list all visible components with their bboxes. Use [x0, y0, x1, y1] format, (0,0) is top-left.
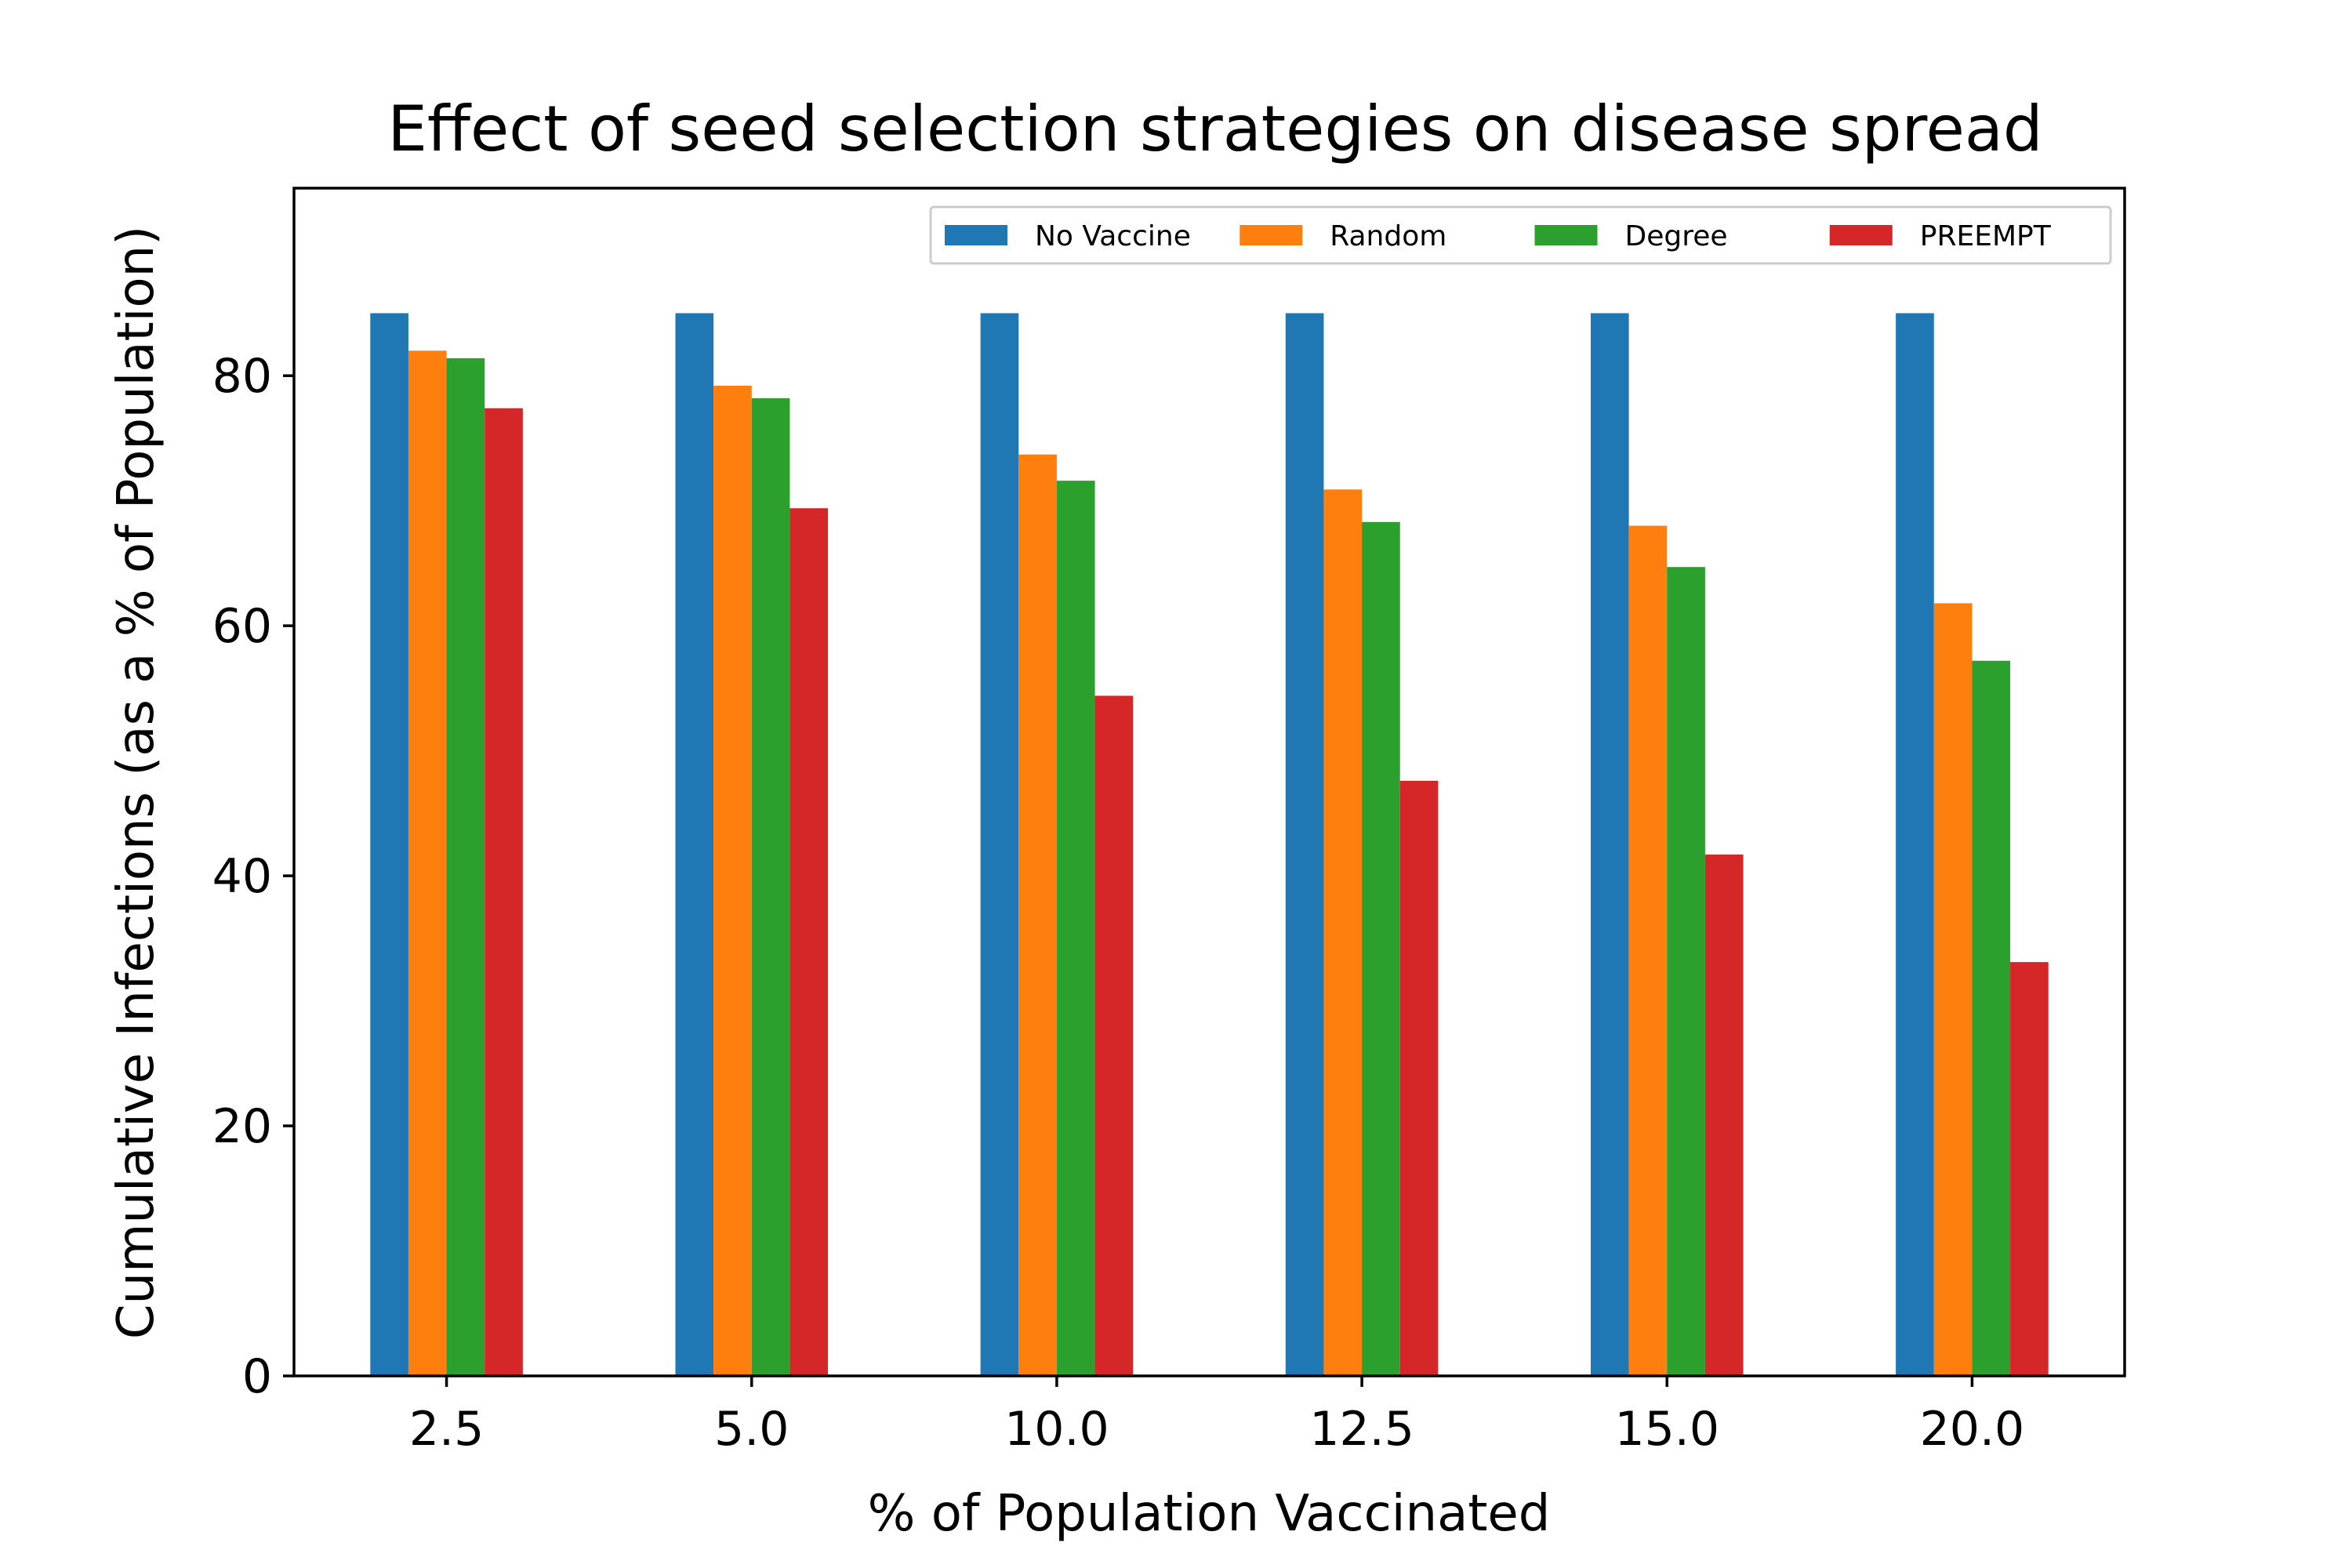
legend-label: Random [1330, 220, 1446, 252]
bar-degree-12.5 [1362, 521, 1400, 1376]
bar-degree-20.0 [1972, 660, 2011, 1376]
bar-random-10.0 [1018, 454, 1057, 1377]
bar-no-vaccine-5.0 [675, 313, 714, 1377]
legend-frame [929, 205, 2112, 265]
bar-random-2.5 [408, 350, 447, 1376]
x-tick-label: 10.0 [1004, 1402, 1109, 1457]
bar-no-vaccine-12.5 [1285, 313, 1324, 1377]
bar-random-20.0 [1933, 603, 1973, 1376]
bar-preempt-20.0 [2010, 962, 2049, 1376]
legend-label: Degree [1625, 220, 1728, 252]
bar-degree-5.0 [751, 397, 790, 1376]
bar-random-5.0 [713, 385, 752, 1377]
legend-swatch-no-vaccine [945, 225, 1007, 245]
x-axis-ticks: 2.5 5.0 10.0 12.5 15.0 20.0 [409, 1376, 2024, 1457]
legend-swatch-random [1240, 225, 1303, 245]
x-axis-label: % of Population Vaccinated [868, 1485, 1551, 1543]
chart-title: Effect of seed selection strategies on d… [387, 93, 2042, 165]
x-tick-label: 20.0 [1920, 1402, 2025, 1457]
y-tick-label: 80 [212, 349, 272, 404]
bar-degree-2.5 [446, 358, 485, 1376]
bar-preempt-2.5 [485, 408, 523, 1377]
bar-no-vaccine-20.0 [1896, 313, 1934, 1377]
y-tick-label: 20 [212, 1099, 272, 1154]
bar-preempt-10.0 [1094, 695, 1134, 1376]
bar-random-12.5 [1323, 489, 1363, 1376]
bar-random-15.0 [1628, 525, 1668, 1376]
bar-degree-10.0 [1056, 481, 1095, 1377]
y-tick-label: 40 [212, 849, 272, 904]
x-tick-label: 12.5 [1309, 1402, 1414, 1457]
legend-label: No Vaccine [1035, 220, 1191, 252]
legend-label: PREEMPT [1920, 220, 2052, 252]
legend-swatch-degree [1534, 225, 1598, 245]
y-axis-label: Cumulative Infections (as a % of Populat… [107, 226, 165, 1339]
legend-swatch-preempt [1829, 225, 1893, 245]
y-tick-label: 0 [242, 1349, 272, 1404]
bar-preempt-15.0 [1704, 854, 1744, 1376]
x-tick-label: 5.0 [714, 1402, 789, 1457]
bar-preempt-5.0 [789, 508, 829, 1376]
plot-frame [292, 187, 2126, 1377]
x-tick-label: 2.5 [409, 1402, 484, 1457]
bar-no-vaccine-15.0 [1590, 313, 1629, 1377]
y-axis-ticks: 0 20 40 60 80 [212, 349, 294, 1404]
legend: No Vaccine Random Degree PREEMPT [929, 205, 2112, 265]
bars-group [370, 313, 2049, 1377]
bar-preempt-12.5 [1399, 780, 1439, 1376]
bar-no-vaccine-10.0 [980, 313, 1019, 1377]
bar-degree-15.0 [1667, 567, 1705, 1377]
bar-no-vaccine-2.5 [370, 313, 408, 1377]
y-tick-label: 60 [212, 599, 272, 654]
x-tick-label: 15.0 [1614, 1402, 1719, 1457]
